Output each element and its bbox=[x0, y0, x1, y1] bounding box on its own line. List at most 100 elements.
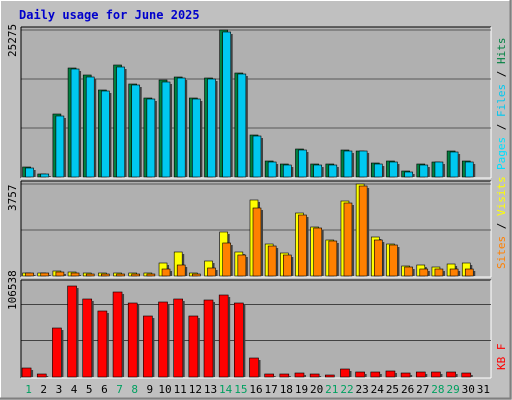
bar-hits-files-28 bbox=[434, 161, 445, 178]
bar-visits-sites-25 bbox=[389, 244, 400, 277]
legend-entry: Pages bbox=[495, 137, 508, 170]
day-label-13: 13 bbox=[204, 383, 217, 396]
bar-kbf-kb-f-9 bbox=[143, 315, 155, 378]
day-label-19: 19 bbox=[295, 383, 308, 396]
day-label-28: 28 bbox=[431, 383, 444, 396]
day-label-3: 3 bbox=[56, 383, 63, 396]
bar-hits-files-15 bbox=[237, 73, 248, 178]
bar-visits-sites-23 bbox=[358, 185, 370, 277]
bar-kbf-kb-f-23 bbox=[355, 371, 367, 378]
bar-kbf-kb-f-22 bbox=[340, 368, 352, 378]
bar-kbf-kb-f-6 bbox=[97, 310, 109, 378]
bar-visits-sites-19 bbox=[298, 214, 309, 277]
bar-kbf-kb-f-24 bbox=[370, 371, 382, 378]
bar-hits-files-27 bbox=[419, 164, 430, 178]
bar-hits-files-9 bbox=[146, 98, 157, 178]
bar-hits-files-11 bbox=[176, 77, 188, 178]
bar-visits-sites-22 bbox=[343, 202, 354, 277]
bar-kbf-kb-f-12 bbox=[188, 315, 200, 378]
bar-kbf-kb-f-28 bbox=[431, 371, 443, 378]
day-label-16: 16 bbox=[249, 383, 262, 396]
legend-entry: Visits bbox=[495, 176, 508, 216]
bar-hits-files-8 bbox=[131, 84, 142, 178]
bar-visits-sites-9 bbox=[146, 273, 156, 277]
bar-visits-sites-26 bbox=[404, 266, 415, 277]
day-label-2: 2 bbox=[40, 383, 47, 396]
bar-kbf-kb-f-15 bbox=[234, 302, 246, 378]
day-label-5: 5 bbox=[86, 383, 93, 396]
day-label-18: 18 bbox=[280, 383, 293, 396]
bar-kbf-kb-f-16 bbox=[249, 357, 261, 378]
max-label-visits: 3757 bbox=[6, 185, 19, 212]
bar-kbf-kb-f-2 bbox=[36, 373, 49, 378]
bar-kbf-kb-f-25 bbox=[385, 370, 397, 378]
legend-entry: / bbox=[495, 64, 508, 84]
bar-visits-sites-6 bbox=[101, 273, 110, 277]
day-label-29: 29 bbox=[446, 383, 459, 396]
day-label-9: 9 bbox=[147, 383, 154, 396]
bar-hits-files-29 bbox=[449, 151, 461, 178]
day-label-7: 7 bbox=[116, 383, 123, 396]
day-label-31: 31 bbox=[477, 383, 490, 396]
bar-kbf-kb-f-7 bbox=[112, 291, 125, 378]
day-label-15: 15 bbox=[234, 383, 247, 396]
bar-visits-sites-28 bbox=[434, 268, 445, 277]
max-label-hits: 25275 bbox=[6, 24, 19, 57]
day-label-22: 22 bbox=[340, 383, 353, 396]
bar-visits-sites-30 bbox=[464, 268, 476, 277]
bar-visits-sites-14 bbox=[222, 242, 233, 277]
day-label-12: 12 bbox=[189, 383, 202, 396]
day-label-1: 1 bbox=[25, 383, 32, 396]
bar-visits-sites-20 bbox=[313, 227, 324, 277]
day-label-23: 23 bbox=[356, 383, 369, 396]
day-label-21: 21 bbox=[325, 383, 338, 396]
bar-hits-files-13 bbox=[207, 78, 218, 178]
bar-visits-sites-15 bbox=[237, 254, 248, 277]
bar-visits-sites-27 bbox=[419, 268, 430, 277]
bar-kbf-kb-f-11 bbox=[173, 298, 185, 378]
panel-kbf: 106538 KB F bbox=[6, 270, 508, 379]
day-labels: 1 2 3 4 5 6 7 8 9 10 11 12 13 14 15 16 17 18 19 20 21 22 23 24 2… bbox=[25, 383, 490, 396]
bar-hits-files-18 bbox=[283, 164, 294, 178]
bar-kbf-kb-f-30 bbox=[461, 372, 473, 378]
bar-kbf-kb-f-17 bbox=[264, 373, 276, 378]
bar-hits-files-7 bbox=[116, 66, 127, 178]
bar-hits-files-4 bbox=[70, 68, 82, 178]
legend-hits: Pages / Files / Hits bbox=[495, 38, 508, 171]
bar-hits-files-5 bbox=[85, 76, 97, 178]
bar-kbf-kb-f-5 bbox=[82, 298, 94, 378]
legend-entry: / bbox=[495, 216, 508, 236]
bar-visits-sites-24 bbox=[373, 239, 385, 277]
bar-hits-files-23 bbox=[358, 150, 370, 178]
legend-entry: KB F bbox=[495, 344, 508, 371]
bar-visits-sites-18 bbox=[283, 254, 294, 277]
bar-visits-sites-2 bbox=[40, 272, 51, 277]
bar-hits-files-10 bbox=[161, 81, 173, 178]
legend-entry: Files bbox=[495, 84, 508, 117]
day-label-20: 20 bbox=[310, 383, 323, 396]
bar-visits-sites-11 bbox=[176, 264, 188, 277]
day-label-30: 30 bbox=[462, 383, 475, 396]
day-label-14: 14 bbox=[219, 383, 233, 396]
bar-hits-files-6 bbox=[101, 90, 112, 178]
panel-hits: 25275 Pages / Files / Hits bbox=[6, 24, 508, 179]
bar-kbf-kb-f-27 bbox=[415, 371, 428, 378]
day-label-10: 10 bbox=[158, 383, 171, 396]
bar-hits-files-21 bbox=[328, 164, 339, 178]
bar-visits-sites-3 bbox=[55, 271, 66, 277]
day-label-17: 17 bbox=[265, 383, 278, 396]
bar-visits-sites-21 bbox=[328, 240, 339, 277]
max-label-kbf: 106538 bbox=[6, 270, 19, 310]
day-label-11: 11 bbox=[174, 383, 187, 396]
bar-hits-files-14 bbox=[222, 31, 233, 178]
bar-visits-sites-8 bbox=[131, 273, 141, 277]
bar-visits-sites-29 bbox=[449, 268, 461, 277]
day-label-4: 4 bbox=[71, 383, 78, 396]
bar-visits-sites-10 bbox=[161, 268, 173, 277]
bar-visits-sites-1 bbox=[25, 272, 36, 277]
day-label-26: 26 bbox=[401, 383, 414, 396]
bar-kbf-kb-f-14 bbox=[218, 294, 231, 378]
bar-kbf-kb-f-8 bbox=[127, 302, 140, 378]
chart-title: Daily usage for June 2025 bbox=[19, 8, 200, 22]
